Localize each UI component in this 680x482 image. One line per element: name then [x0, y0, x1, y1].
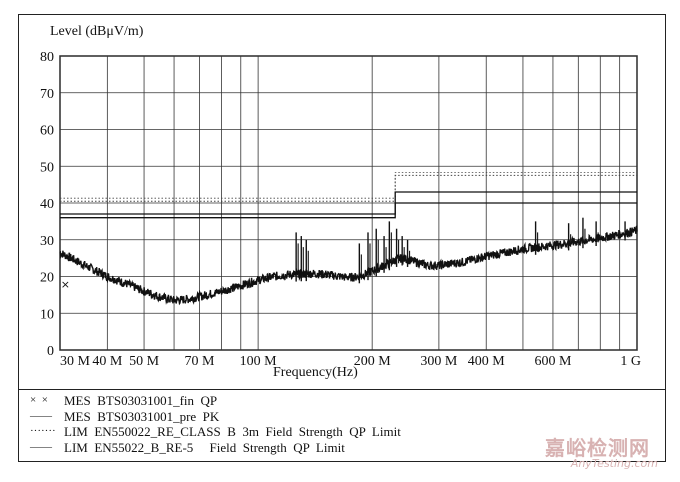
y-tick-label: 60 — [40, 124, 54, 139]
qp-marker: × — [61, 278, 70, 291]
x-tick-label: 200 M — [354, 354, 392, 369]
y-tick-label: 10 — [40, 307, 54, 322]
legend-marker: ······· — [30, 425, 56, 437]
y-tick-label: 70 — [40, 87, 54, 102]
x-tick-label: 70 M — [184, 354, 215, 369]
legend-item-fin-qp: × × MES BTS03031001_fin QP — [30, 393, 401, 409]
y-tick-label: 80 — [40, 50, 54, 65]
y-tick-label: 30 — [40, 234, 54, 249]
x-tick-label: 1 G — [620, 354, 641, 369]
watermark-logo-text: 嘉峪检测网 — [545, 436, 650, 460]
x-axis-label: Frequency(Hz) — [273, 365, 358, 380]
y-tick-label: 0 — [47, 344, 54, 359]
legend-label: MES BTS03031001_fin QP — [64, 393, 218, 408]
legend-label: LIM EN550022_RE_CLASS B 3m Field Strengt… — [64, 424, 401, 439]
x-tick-label: 30 M — [60, 354, 91, 369]
y-tick-label: 20 — [40, 271, 54, 286]
legend: × × MES BTS03031001_fin QP —— MES BTS030… — [30, 393, 401, 455]
x-tick-label: 600 M — [534, 354, 572, 369]
legend-marker: —— — [30, 440, 52, 453]
x-tick-label: 400 M — [468, 354, 506, 369]
x-tick-label: 40 M — [92, 354, 123, 369]
legend-divider — [18, 389, 666, 390]
legend-label: MES BTS03031001_pre PK — [64, 408, 220, 424]
series-pre-pk-trace — [59, 224, 638, 306]
legend-label: LIM EN55022_B_RE-5 Field Strength QP Lim… — [64, 439, 345, 455]
y-tick-label: 40 — [40, 197, 54, 212]
y-tick-label: 50 — [40, 160, 54, 175]
legend-marker: × × — [30, 394, 48, 406]
legend-marker: —— — [30, 409, 52, 422]
series-limit-secondary — [60, 202, 637, 219]
x-tick-label: 300 M — [420, 354, 458, 369]
legend-item-re5-limit: —— LIM EN55022_B_RE-5 Field Strength QP … — [30, 440, 401, 456]
x-tick-label: 100 M — [240, 354, 278, 369]
chart-frame — [18, 14, 666, 462]
legend-item-class-b-limit: ······· LIM EN550022_RE_CLASS B 3m Field… — [30, 424, 401, 440]
x-tick-label: 50 M — [129, 354, 160, 369]
watermark-url: AnyTesting.com — [570, 457, 658, 470]
legend-item-pre-pk: —— MES BTS03031001_pre PK — [30, 409, 401, 425]
series-class-b-qp-limit — [60, 174, 637, 202]
series-class-b-qp-limit-upper — [60, 172, 637, 199]
y-axis-label: Level (dBμV/m) — [50, 24, 144, 39]
